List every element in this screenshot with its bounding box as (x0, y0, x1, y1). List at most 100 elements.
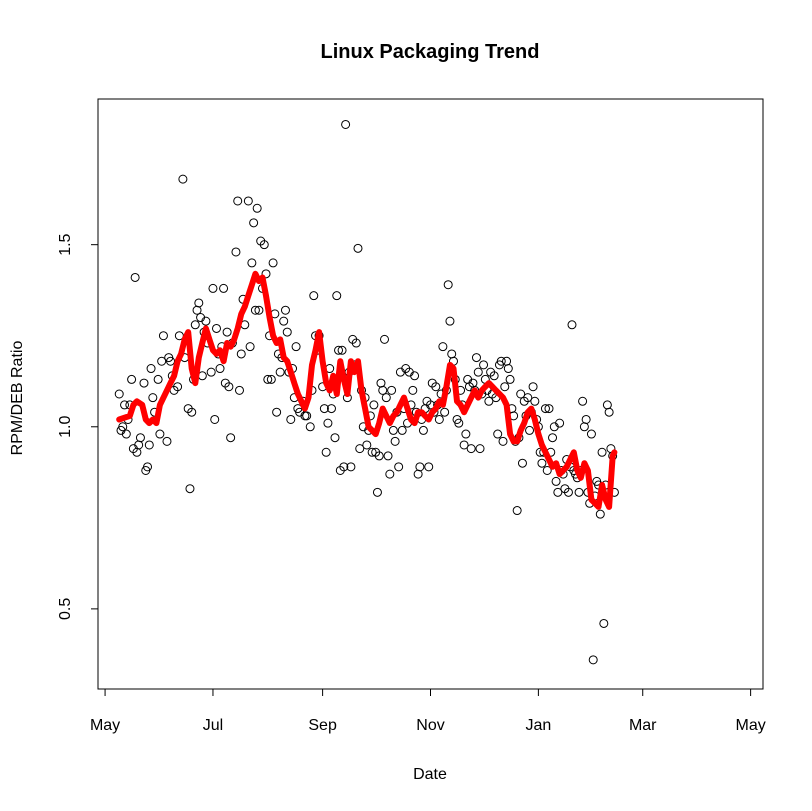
data-point (579, 422, 589, 432)
data-point (528, 382, 538, 392)
data-point (272, 407, 282, 417)
data-point (516, 389, 526, 399)
data-point (369, 400, 379, 410)
data-point (323, 418, 333, 428)
trend-layer (116, 270, 618, 510)
data-point (471, 353, 481, 363)
data-point (588, 655, 598, 665)
data-point (525, 425, 535, 435)
data-point (247, 258, 257, 268)
data-point (475, 444, 485, 454)
data-point (362, 440, 372, 450)
y-tick-label: 1.0 (57, 416, 74, 438)
data-point (551, 476, 561, 486)
data-point (512, 506, 522, 516)
data-point (120, 400, 130, 410)
data-point (187, 407, 197, 417)
data-point (215, 364, 225, 374)
y-tick-label: 0.5 (57, 598, 74, 620)
data-point (385, 469, 395, 479)
data-point (211, 323, 221, 333)
x-tick-label: Nov (416, 717, 444, 734)
data-point (302, 411, 312, 421)
data-point (219, 283, 229, 293)
data-point (243, 196, 253, 206)
data-point (309, 291, 319, 301)
data-point (374, 451, 384, 461)
y-axis-label: RPM/DEB Ratio (9, 341, 26, 456)
data-point (206, 367, 216, 377)
data-point (376, 378, 386, 388)
data-point (555, 418, 565, 428)
data-point (372, 487, 382, 497)
data-point (319, 404, 329, 414)
data-point (418, 425, 428, 435)
data-point (339, 462, 349, 472)
data-point (479, 360, 489, 370)
data-point (380, 334, 390, 344)
data-point (121, 429, 131, 439)
data-point (447, 349, 457, 359)
data-point (341, 119, 351, 129)
data-point (438, 342, 448, 352)
data-point (597, 447, 607, 457)
y-tick-label: 1.5 (57, 233, 74, 255)
data-point (250, 305, 260, 315)
data-point (233, 196, 243, 206)
data-point (503, 364, 513, 374)
data-point (602, 400, 612, 410)
x-tick-label: Jan (525, 717, 551, 734)
data-point (408, 385, 418, 395)
data-point (517, 458, 527, 468)
data-point (192, 305, 202, 315)
data-point (332, 291, 342, 301)
data-point (261, 269, 271, 279)
data-point (144, 440, 154, 450)
data-point (459, 440, 469, 450)
data-point (139, 378, 149, 388)
data-point (461, 429, 471, 439)
plot-area-border (97, 98, 764, 690)
data-point (146, 364, 156, 374)
x-axis: May Jul Sep Nov Jan Mar May (90, 688, 766, 734)
data-point (236, 349, 246, 359)
data-point (387, 385, 397, 395)
x-tick-label: May (736, 717, 766, 734)
data-point (259, 240, 269, 250)
data-point (135, 433, 145, 443)
data-point (234, 385, 244, 395)
data-point (353, 243, 363, 253)
data-point (415, 462, 425, 472)
data-point (155, 429, 165, 439)
data-point (291, 342, 301, 352)
data-point (578, 396, 588, 406)
data-point (351, 338, 361, 348)
data-point (286, 414, 296, 424)
data-point (173, 382, 183, 392)
data-point (424, 462, 434, 472)
data-point (595, 509, 605, 519)
data-point (381, 393, 391, 403)
data-point (586, 429, 596, 439)
data-point (158, 331, 168, 341)
x-tick-label: May (90, 717, 120, 734)
data-point (454, 418, 464, 428)
data-point (245, 342, 255, 352)
data-point (604, 407, 614, 417)
data-point (443, 280, 453, 290)
data-point (355, 444, 365, 454)
x-axis-label: Date (413, 766, 447, 783)
data-point (157, 356, 167, 366)
data-point (337, 345, 347, 355)
data-point (542, 465, 552, 475)
data-point (548, 433, 558, 443)
data-point (201, 316, 211, 326)
data-point (280, 305, 290, 315)
data-point (434, 414, 444, 424)
data-point (466, 444, 476, 454)
data-point (413, 469, 423, 479)
data-point (378, 385, 388, 395)
data-point (394, 462, 404, 472)
data-point (574, 487, 584, 497)
